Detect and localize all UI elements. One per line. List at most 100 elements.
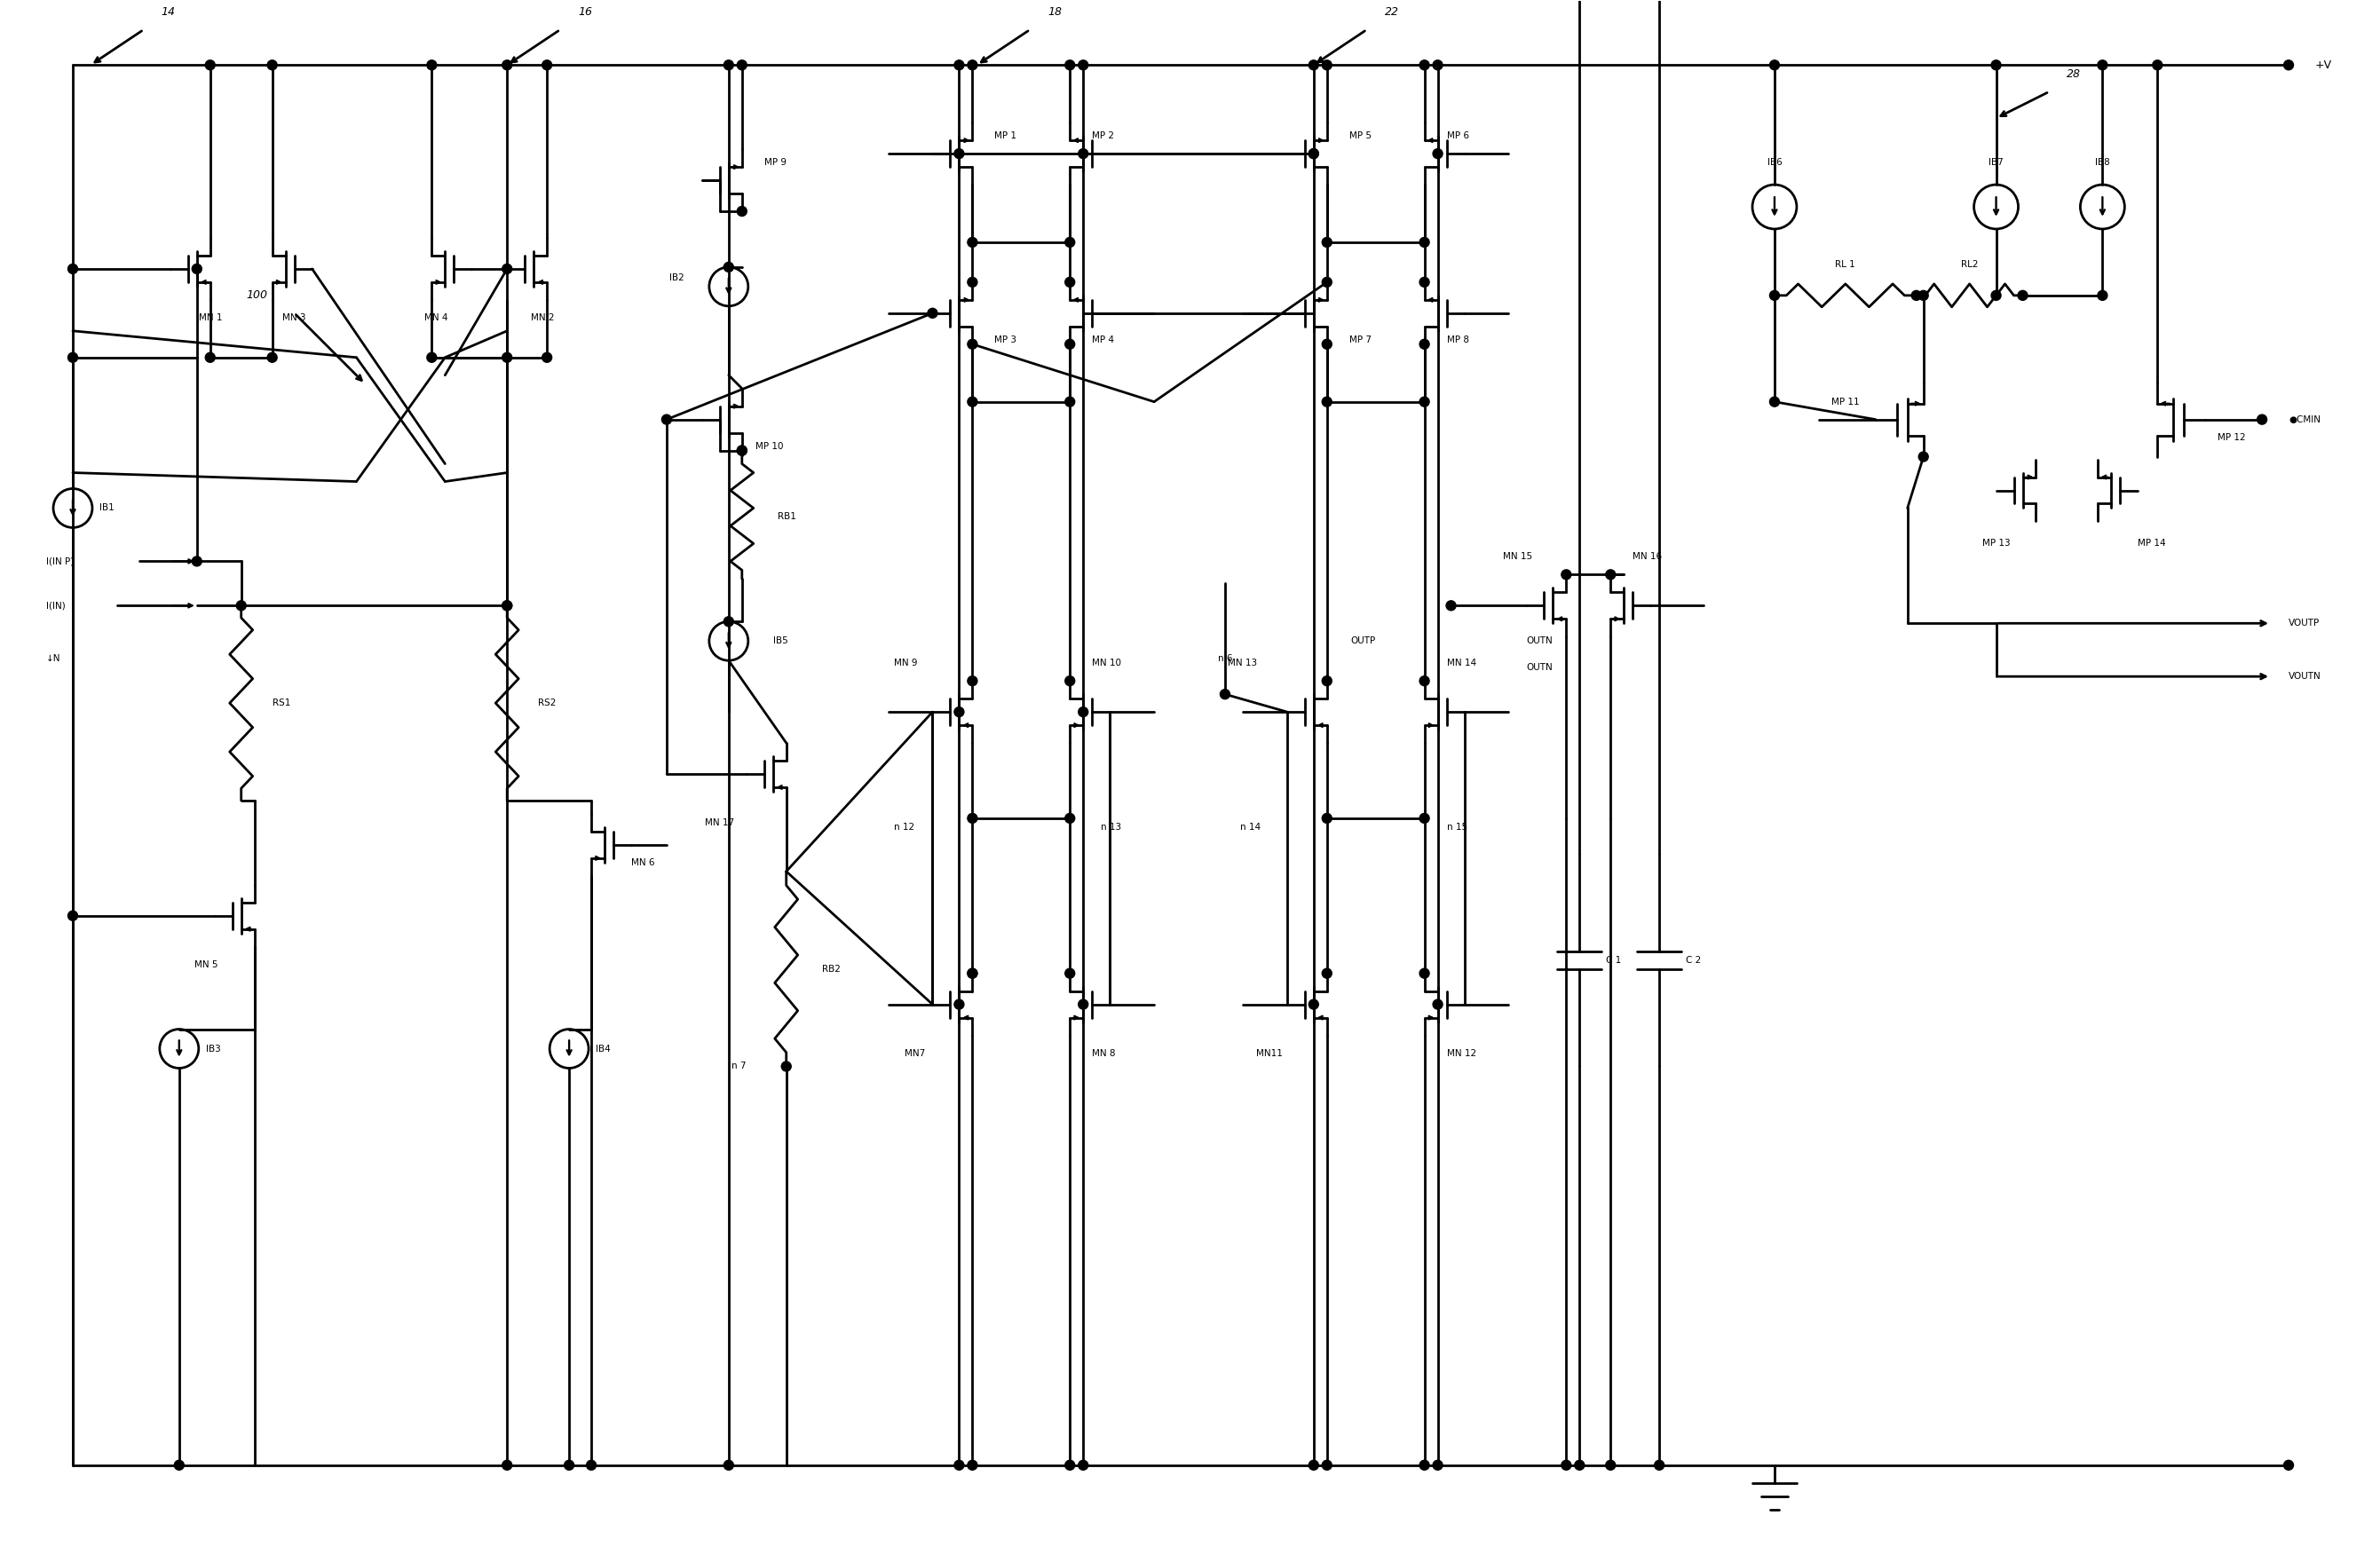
Text: IB1: IB1: [100, 504, 114, 513]
Text: MN 15: MN 15: [1502, 552, 1533, 561]
Circle shape: [1078, 708, 1088, 717]
Text: MP 1: MP 1: [995, 132, 1016, 140]
Text: MP 2: MP 2: [1092, 132, 1114, 140]
Circle shape: [954, 708, 964, 717]
Circle shape: [1221, 689, 1230, 700]
Circle shape: [1918, 291, 1928, 300]
Circle shape: [1321, 813, 1333, 823]
Circle shape: [1309, 1000, 1319, 1009]
Circle shape: [724, 61, 733, 70]
Circle shape: [1078, 149, 1088, 159]
Circle shape: [1418, 1460, 1430, 1469]
Text: n 14: n 14: [1240, 823, 1261, 832]
Text: 14: 14: [162, 6, 176, 17]
Text: MN 13: MN 13: [1228, 659, 1257, 667]
Circle shape: [2256, 415, 2266, 425]
Text: 100: 100: [248, 289, 269, 302]
Text: MN 2: MN 2: [531, 313, 555, 322]
Text: MN 1: MN 1: [198, 313, 221, 322]
Circle shape: [1309, 61, 1319, 70]
Text: OUTP: OUTP: [1349, 636, 1376, 645]
Circle shape: [1771, 397, 1780, 407]
Text: n 13: n 13: [1102, 823, 1121, 832]
Circle shape: [1561, 1460, 1571, 1469]
Circle shape: [543, 353, 552, 362]
Text: VOUTN: VOUTN: [2290, 672, 2320, 681]
Text: RL2: RL2: [1961, 260, 1978, 269]
Text: VOUTP: VOUTP: [2290, 619, 2320, 628]
Text: MP 14: MP 14: [2137, 540, 2166, 547]
Circle shape: [267, 353, 276, 362]
Circle shape: [502, 600, 512, 611]
Circle shape: [969, 813, 978, 823]
Text: MN 12: MN 12: [1447, 1048, 1476, 1057]
Circle shape: [1064, 813, 1076, 823]
Text: MN7: MN7: [904, 1048, 926, 1057]
Text: MP 9: MP 9: [764, 159, 785, 166]
Circle shape: [1418, 277, 1430, 288]
Circle shape: [1064, 676, 1076, 686]
Text: I(IN): I(IN): [45, 602, 67, 610]
Text: 16: 16: [578, 6, 593, 17]
Text: RS2: RS2: [538, 698, 557, 708]
Circle shape: [1418, 238, 1430, 247]
Circle shape: [724, 263, 733, 272]
Circle shape: [2152, 61, 2163, 70]
Circle shape: [1433, 1460, 1442, 1469]
Text: IB2: IB2: [669, 274, 685, 281]
Circle shape: [1418, 969, 1430, 978]
Circle shape: [1064, 397, 1076, 407]
Circle shape: [1309, 1460, 1319, 1469]
Circle shape: [1418, 61, 1430, 70]
Circle shape: [1418, 676, 1430, 686]
Text: IB6: IB6: [1766, 159, 1783, 166]
Circle shape: [781, 1062, 790, 1071]
Circle shape: [1321, 676, 1333, 686]
Circle shape: [236, 600, 245, 611]
Circle shape: [174, 1460, 183, 1469]
Text: MP 6: MP 6: [1447, 132, 1468, 140]
Circle shape: [1064, 61, 1076, 70]
Text: +V: +V: [2316, 59, 2332, 72]
Circle shape: [1771, 61, 1780, 70]
Text: n 12: n 12: [895, 823, 914, 832]
Circle shape: [1064, 339, 1076, 348]
Circle shape: [1654, 1460, 1664, 1469]
Circle shape: [738, 207, 747, 216]
Circle shape: [954, 61, 964, 70]
Circle shape: [1078, 61, 1088, 70]
Text: MP 13: MP 13: [1983, 540, 2011, 547]
Circle shape: [954, 1460, 964, 1469]
Circle shape: [1771, 291, 1780, 300]
Circle shape: [1078, 1460, 1088, 1469]
Circle shape: [69, 264, 79, 274]
Text: RS1: RS1: [271, 698, 290, 708]
Circle shape: [1064, 1460, 1076, 1469]
Circle shape: [1309, 149, 1319, 159]
Circle shape: [969, 969, 978, 978]
Circle shape: [1576, 1460, 1585, 1469]
Text: MP 11: MP 11: [1830, 398, 1859, 406]
Text: MN 5: MN 5: [195, 959, 217, 969]
Circle shape: [502, 1460, 512, 1469]
Circle shape: [2285, 1460, 2294, 1469]
Circle shape: [1992, 61, 2002, 70]
Circle shape: [1064, 277, 1076, 288]
Text: C 1: C 1: [1607, 956, 1621, 964]
Circle shape: [738, 446, 747, 456]
Text: 22: 22: [1385, 6, 1399, 17]
Text: MP 3: MP 3: [995, 336, 1016, 344]
Text: MN 3: MN 3: [283, 313, 307, 322]
Circle shape: [585, 1460, 595, 1469]
Circle shape: [969, 1460, 978, 1469]
Circle shape: [69, 911, 79, 921]
Circle shape: [1321, 397, 1333, 407]
Text: MN 4: MN 4: [424, 313, 447, 322]
Text: MN 17: MN 17: [704, 818, 735, 827]
Text: RL 1: RL 1: [1835, 260, 1856, 269]
Circle shape: [1561, 569, 1571, 580]
Circle shape: [662, 415, 671, 425]
Circle shape: [969, 676, 978, 686]
Circle shape: [969, 238, 978, 247]
Circle shape: [969, 61, 978, 70]
